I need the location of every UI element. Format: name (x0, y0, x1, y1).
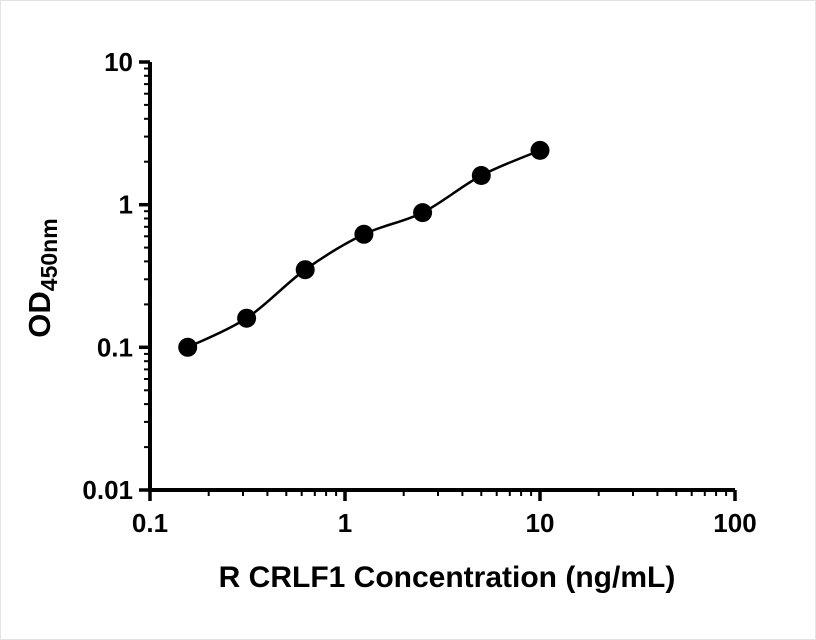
x-tick-label: 0.1 (132, 508, 168, 538)
x-tick-label: 100 (713, 508, 756, 538)
data-point (237, 308, 257, 328)
data-point (530, 140, 550, 160)
data-point (178, 337, 198, 357)
data-point (471, 166, 491, 185)
y-axis-label: OD450nm (22, 218, 62, 337)
y-axis-label-main: OD (22, 291, 57, 338)
y-axis-label-subscript: 450nm (36, 218, 62, 291)
x-axis-label: R CRLF1 Concentration (ng/mL) (219, 561, 676, 594)
data-point (295, 260, 315, 280)
y-tick-label: 0.01 (82, 475, 133, 505)
x-tick-label: 1 (338, 508, 352, 538)
axes (148, 62, 735, 492)
y-tick-label: 1 (119, 190, 133, 220)
data-point (413, 203, 433, 223)
y-tick-label: 10 (104, 47, 133, 77)
y-tick-label: 0.1 (97, 332, 133, 362)
data-point (354, 224, 374, 244)
x-tick-label: 10 (526, 508, 555, 538)
